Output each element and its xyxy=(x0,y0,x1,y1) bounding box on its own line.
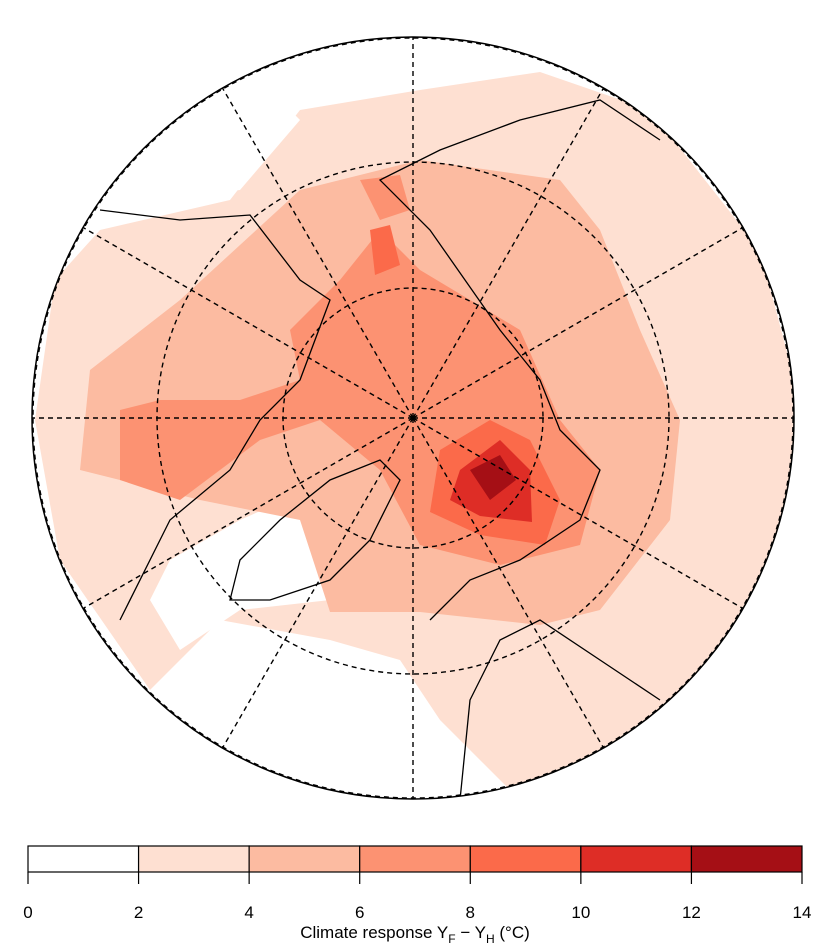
tick-label: 6 xyxy=(355,903,364,922)
tick-label: 4 xyxy=(244,903,253,922)
tick-label: 10 xyxy=(571,903,590,922)
coastline xyxy=(229,459,401,601)
tick-label: 14 xyxy=(793,903,812,922)
label-subscript: H xyxy=(486,932,495,946)
coastline xyxy=(378,99,661,621)
tick-label: 0 xyxy=(23,903,32,922)
colorbar-bin xyxy=(580,845,693,873)
map-region xyxy=(470,455,516,500)
coastline xyxy=(99,209,331,621)
colorbar-bin xyxy=(137,845,250,873)
colorbar-bin xyxy=(359,845,471,873)
meridian xyxy=(82,226,414,419)
tick-label: 2 xyxy=(134,903,143,922)
meridian xyxy=(412,226,744,419)
meridian xyxy=(412,417,605,749)
label-subscript: F xyxy=(448,932,455,946)
tick-label: 12 xyxy=(682,903,701,922)
map-region xyxy=(95,60,300,205)
map xyxy=(32,37,794,799)
meridian xyxy=(82,417,414,610)
meridians xyxy=(32,37,794,799)
meridian xyxy=(412,417,744,610)
colorbar-bin xyxy=(690,845,803,873)
meridian xyxy=(221,87,414,419)
map-region xyxy=(360,175,410,220)
colorbar: 0 2 4 6 8 10 12 14 xyxy=(23,845,812,922)
label-text: − Y xyxy=(456,923,486,942)
map-border xyxy=(31,36,795,800)
label-text: Climate response Y xyxy=(300,923,448,942)
colorbar-bin xyxy=(248,845,361,873)
meridian xyxy=(221,417,414,749)
colorbar-bin xyxy=(469,845,582,873)
meridian xyxy=(412,87,605,419)
colorbar-label: Climate response YF − YH (°C) xyxy=(300,923,530,946)
tick-label: 8 xyxy=(466,903,475,922)
coastline xyxy=(459,619,661,799)
label-text: (°C) xyxy=(495,923,530,942)
colorbar-bin xyxy=(27,845,140,873)
map-region xyxy=(370,225,400,275)
